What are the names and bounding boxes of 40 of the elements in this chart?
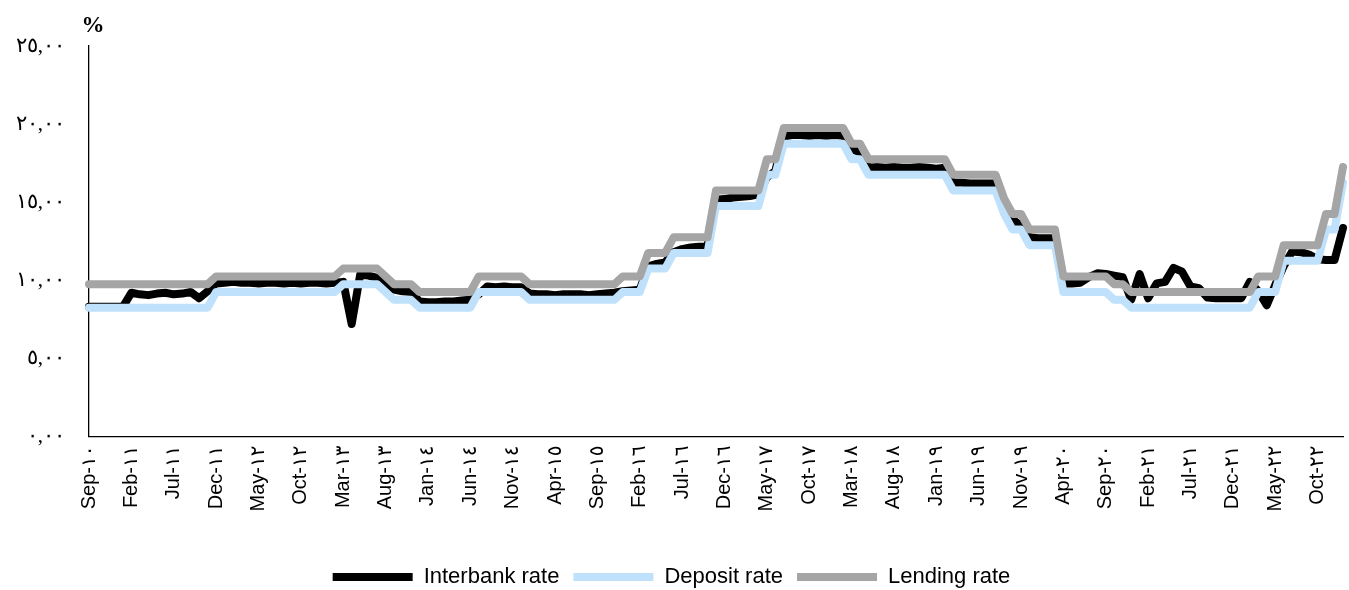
x-tick-label: Jul-١٦ xyxy=(669,445,692,500)
x-tick-label: Mar-١٨ xyxy=(839,445,862,509)
x-tick-label: Jul-٢١ xyxy=(1178,445,1200,500)
x-tick-label: Jun-١٤ xyxy=(457,445,480,506)
y-tick-label: ٥,٠٠ xyxy=(26,344,65,369)
y-tick-label: ٠,٠٠ xyxy=(26,423,65,448)
x-tick-label: Jul-١١ xyxy=(161,445,184,500)
x-tick-label: Dec-١٦ xyxy=(711,445,734,510)
y-tick-label: ٢٥,٠٠ xyxy=(15,32,65,57)
x-tick-label: Feb-٢١ xyxy=(1135,445,1158,509)
x-tick-label: May-١٢ xyxy=(245,445,268,512)
legend-label: Interbank rate xyxy=(423,563,560,589)
x-tick-label: Aug-١٨ xyxy=(881,445,904,510)
x-tick-label: Oct-١٧ xyxy=(796,445,819,505)
x-tick-label: Jan-١٤ xyxy=(415,445,438,506)
legend-label: Deposit rate xyxy=(664,563,784,589)
x-tick-label: Sep-١٠ xyxy=(76,445,99,510)
y-axis-title: % xyxy=(81,12,105,37)
x-tick-label: Nov-١٩ xyxy=(1008,445,1031,510)
y-tick-label: ١٥,٠٠ xyxy=(15,188,65,213)
x-tick-label: Jun-١٩ xyxy=(966,445,989,506)
x-tick-label: Feb-١٦ xyxy=(627,445,650,509)
x-tick-label: Mar-١٣ xyxy=(330,445,353,509)
x-tick-label: Feb-١١ xyxy=(118,445,141,509)
x-tick-label: May-٢٢ xyxy=(1262,445,1285,512)
x-tick-label: Aug-١٣ xyxy=(373,445,396,510)
x-tick-label: Dec-١١ xyxy=(203,445,226,510)
x-tick-label: May-١٧ xyxy=(754,445,777,512)
y-tick-label: ٢٠,٠٠ xyxy=(15,110,65,135)
x-tick-label: Sep-١٥ xyxy=(584,445,607,510)
y-tick-label: ١٠,٠٠ xyxy=(15,266,65,291)
x-tick-label: Oct-١٢ xyxy=(288,445,311,505)
x-tick-label: Dec-٢١ xyxy=(1220,445,1243,510)
x-tick-label: Oct-٢٢ xyxy=(1305,445,1328,505)
x-tick-label: Sep-٢٠ xyxy=(1093,445,1116,510)
x-tick-label: Apr-١٥ xyxy=(542,445,565,505)
x-tick-label: Nov-١٤ xyxy=(500,445,523,510)
x-tick-label: Apr-٢٠ xyxy=(1050,445,1073,505)
x-tick-label: Jan-١٩ xyxy=(923,445,946,506)
legend-label: Lending rate xyxy=(888,563,1011,589)
